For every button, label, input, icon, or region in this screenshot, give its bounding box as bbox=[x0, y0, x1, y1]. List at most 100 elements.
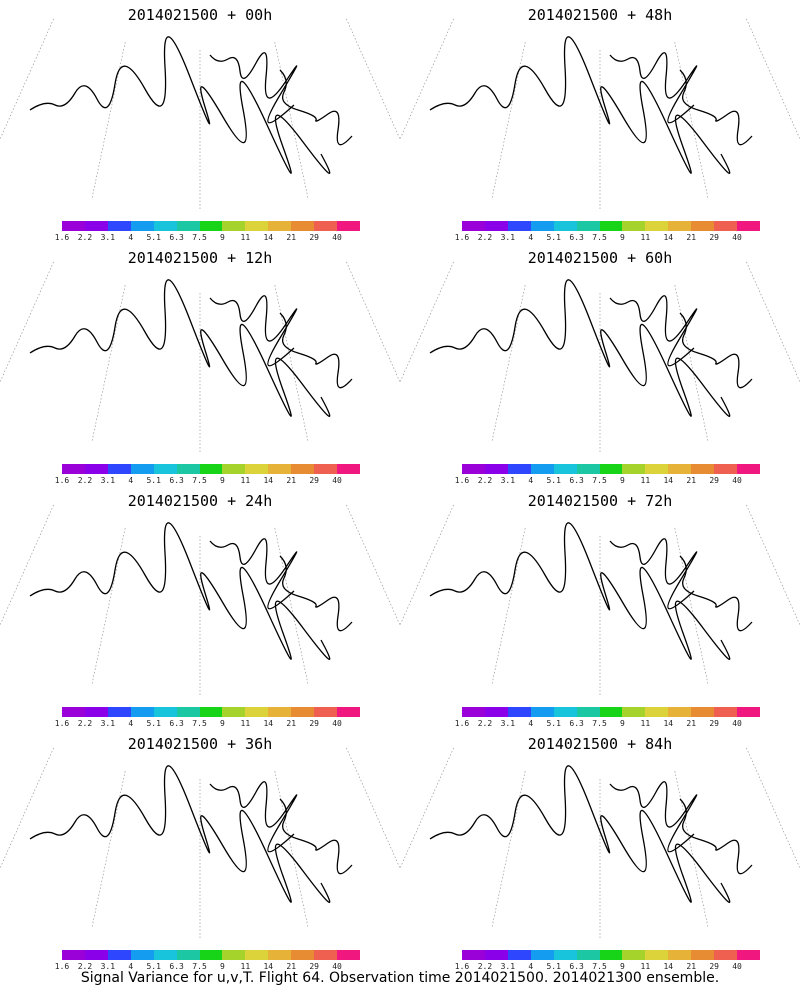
colorbar-swatch bbox=[314, 950, 338, 960]
colorbar-swatch bbox=[107, 950, 131, 960]
colorbar bbox=[62, 950, 360, 960]
colorbar-swatch bbox=[84, 950, 108, 960]
colorbar bbox=[462, 950, 760, 960]
colorbar-tick-label: 14 bbox=[663, 962, 674, 971]
colorbar-swatch bbox=[245, 707, 269, 717]
forecast-panel: 2014021500 + 48h 1.6 2.2 3.1 4 5.1 6.3 7.5 9 11 14… bbox=[400, 0, 800, 243]
colorbar-ticks: 1.6 2.2 3.1 4 5.1 6.3 7.5 9 11 14 21 29 40 bbox=[455, 719, 760, 731]
colorbar-tick-label: 40 bbox=[332, 962, 342, 971]
colorbar-swatch bbox=[737, 950, 760, 960]
colorbar-swatch bbox=[645, 464, 669, 474]
colorbar-tick-label: 2.2 bbox=[77, 719, 93, 728]
colorbar-tick-label: 11 bbox=[240, 476, 251, 485]
colorbar-tick-label: 14 bbox=[663, 233, 674, 242]
colorbar-swatch bbox=[245, 464, 269, 474]
map-projection bbox=[0, 747, 400, 939]
colorbar-swatch bbox=[84, 707, 108, 717]
colorbar-tick-label: 14 bbox=[663, 476, 674, 485]
graticule bbox=[0, 261, 400, 453]
colorbar-swatch bbox=[268, 221, 292, 231]
colorbar-swatch bbox=[622, 221, 646, 231]
colorbar-swatch bbox=[645, 707, 669, 717]
panel-title: 2014021500 + 60h bbox=[527, 249, 673, 267]
coastline bbox=[429, 522, 753, 660]
colorbar-swatch bbox=[130, 707, 154, 717]
colorbar-swatch bbox=[668, 221, 692, 231]
coastline bbox=[29, 279, 353, 417]
colorbar-tick-label: 4 bbox=[128, 719, 134, 728]
colorbar-tick-label: 6.3 bbox=[169, 476, 184, 485]
colorbar-swatch bbox=[530, 221, 554, 231]
colorbar-swatch bbox=[222, 221, 246, 231]
colorbar-swatch bbox=[153, 464, 177, 474]
colorbar-tick-label: 29 bbox=[709, 962, 719, 971]
colorbar-swatch bbox=[484, 221, 508, 231]
colorbar-swatch bbox=[199, 221, 223, 231]
forecast-panel: 2014021500 + 36h 1.6 2.2 3.1 4 5.1 6.3 7.5 9 11 14… bbox=[0, 729, 400, 972]
colorbar-swatch bbox=[222, 464, 246, 474]
colorbar-tick-label: 9 bbox=[620, 233, 625, 242]
colorbar-swatch bbox=[62, 464, 85, 474]
colorbar-swatch bbox=[462, 221, 485, 231]
panel-title: 2014021500 + 24h bbox=[127, 492, 273, 510]
colorbar-swatch bbox=[153, 707, 177, 717]
forecast-panel: 2014021500 + 84h 1.6 2.2 3.1 4 5.1 6.3 7.5 9 11 14… bbox=[400, 729, 800, 972]
colorbar-tick-label: 1.6 bbox=[454, 962, 470, 971]
colorbar-tick-label: 6.3 bbox=[169, 962, 184, 971]
colorbar-swatch bbox=[462, 950, 485, 960]
map-projection bbox=[400, 18, 800, 210]
colorbar-swatch bbox=[507, 950, 531, 960]
colorbar-swatch bbox=[668, 464, 692, 474]
colorbar-tick-label: 1.6 bbox=[54, 962, 70, 971]
colorbar-swatch bbox=[222, 950, 246, 960]
graticule bbox=[0, 504, 400, 696]
colorbar-tick-label: 5.1 bbox=[546, 476, 561, 485]
colorbar-swatch bbox=[507, 221, 531, 231]
forecast-panel: 2014021500 + 00h 1.6 2.2 3.1 4 5.1 6.3 7.5 9 11 14… bbox=[0, 0, 400, 243]
colorbar-tick-label: 6.3 bbox=[569, 476, 584, 485]
colorbar-tick-label: 29 bbox=[309, 476, 319, 485]
colorbar-ticks: 1.6 2.2 3.1 4 5.1 6.3 7.5 9 11 14 21 29 40 bbox=[55, 962, 360, 974]
colorbar-ticks: 1.6 2.2 3.1 4 5.1 6.3 7.5 9 11 14 21 29 40 bbox=[55, 233, 360, 245]
colorbar-tick-label: 11 bbox=[240, 233, 251, 242]
colorbar-swatch bbox=[576, 950, 600, 960]
colorbar-tick-label: 9 bbox=[220, 962, 225, 971]
colorbar-swatch bbox=[245, 950, 269, 960]
colorbar-tick-label: 11 bbox=[640, 962, 651, 971]
colorbar-swatch bbox=[714, 950, 738, 960]
graticule bbox=[0, 747, 400, 939]
colorbar-tick-label: 29 bbox=[309, 719, 319, 728]
colorbar-swatch bbox=[622, 464, 646, 474]
colorbar-swatch bbox=[484, 464, 508, 474]
colorbar-tick-label: 21 bbox=[686, 233, 697, 242]
colorbar-swatch bbox=[530, 707, 554, 717]
graticule bbox=[400, 747, 800, 939]
colorbar-swatch bbox=[737, 707, 760, 717]
colorbar-swatch bbox=[62, 221, 85, 231]
colorbar-ticks: 1.6 2.2 3.1 4 5.1 6.3 7.5 9 11 14 21 29 40 bbox=[55, 719, 360, 731]
colorbar-tick-label: 29 bbox=[709, 233, 719, 242]
colorbar-swatch bbox=[107, 707, 131, 717]
colorbar-swatch bbox=[314, 221, 338, 231]
colorbar-tick-label: 1.6 bbox=[454, 476, 470, 485]
panel-title: 2014021500 + 12h bbox=[127, 249, 273, 267]
colorbar-tick-label: 2.2 bbox=[477, 233, 493, 242]
colorbar-tick-label: 29 bbox=[309, 962, 319, 971]
colorbar-tick-label: 21 bbox=[686, 476, 697, 485]
panel-title: 2014021500 + 48h bbox=[527, 6, 673, 24]
colorbar-swatch bbox=[62, 707, 85, 717]
colorbar-tick-label: 4 bbox=[128, 476, 134, 485]
colorbar-tick-label: 4 bbox=[528, 962, 534, 971]
colorbar-tick-label: 7.5 bbox=[592, 233, 607, 242]
colorbar bbox=[62, 707, 360, 717]
panel-title: 2014021500 + 84h bbox=[527, 735, 673, 753]
graticule bbox=[400, 504, 800, 696]
colorbar-tick-label: 1.6 bbox=[54, 233, 70, 242]
colorbar-tick-label: 40 bbox=[332, 719, 342, 728]
colorbar-swatch bbox=[462, 464, 485, 474]
colorbar-tick-label: 3.1 bbox=[100, 962, 116, 971]
colorbar-tick-label: 4 bbox=[528, 233, 534, 242]
colorbar-swatch bbox=[714, 221, 738, 231]
panel-title: 2014021500 + 72h bbox=[527, 492, 673, 510]
figure-caption: Signal Variance for u,v,T. Flight 64. Ob… bbox=[80, 970, 720, 986]
